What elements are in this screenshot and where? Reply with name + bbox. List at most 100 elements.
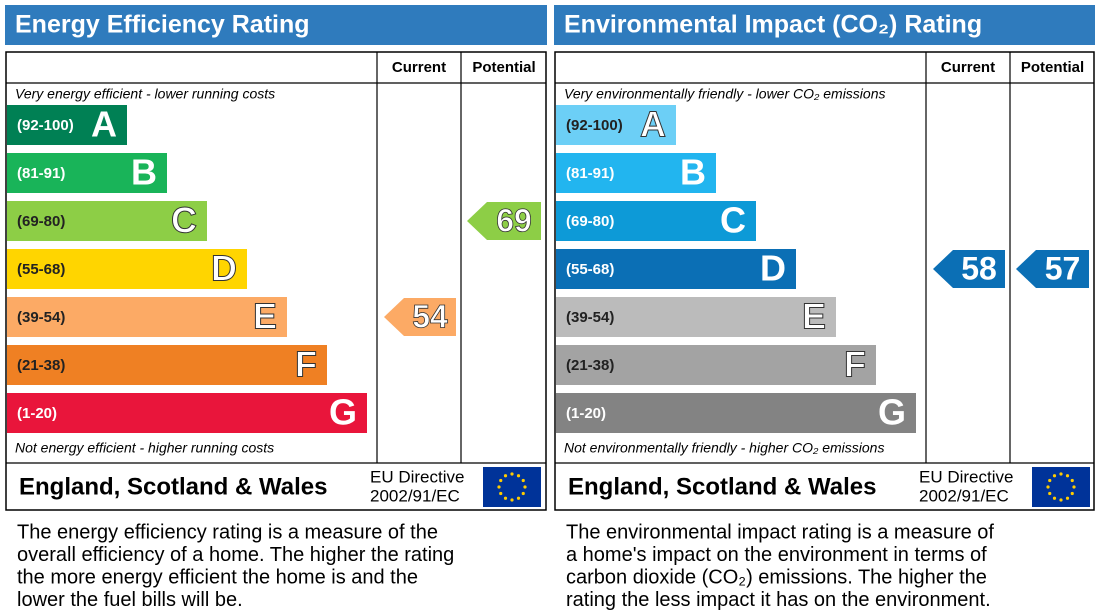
header-current: Current <box>941 59 995 76</box>
eu-star <box>521 491 525 496</box>
bottom-note: Not energy efficient - higher running co… <box>15 440 274 456</box>
rating-value: 58 <box>961 250 997 286</box>
band-range: (1-20) <box>566 405 606 422</box>
top-note: Very energy efficient - lower running co… <box>15 86 275 102</box>
footer-region: England, Scotland & Wales <box>568 473 876 500</box>
band-range: (21-38) <box>17 357 65 374</box>
band-range: (92-100) <box>17 117 74 134</box>
table-frame <box>554 51 1095 511</box>
footer-directive: 2002/91/EC <box>919 486 1009 505</box>
eu-star <box>1059 472 1063 476</box>
eu-star <box>510 472 514 476</box>
eu-star <box>1065 474 1070 478</box>
band-letter: G <box>878 392 906 433</box>
band-letter: F <box>844 344 866 385</box>
rating-band <box>556 153 716 193</box>
description-line: The environmental impact rating is a mea… <box>566 521 994 543</box>
rating-band <box>7 201 207 241</box>
rating-band <box>556 105 676 145</box>
footer-directive: EU Directive <box>919 467 1013 486</box>
band-range: (69-80) <box>566 213 614 230</box>
band-range: (1-20) <box>17 405 57 422</box>
panel-title: Energy Efficiency Rating <box>15 11 310 39</box>
rating-band <box>7 393 367 433</box>
rating-arrow <box>467 202 541 240</box>
rating-arrow <box>933 250 1005 288</box>
rating-arrow <box>1016 250 1089 288</box>
eu-star <box>1070 491 1074 496</box>
header-potential: Potential <box>1021 59 1084 76</box>
eu-star <box>1052 496 1057 500</box>
eu-star <box>1070 478 1074 483</box>
rating-band <box>7 249 247 289</box>
description-line: the more energy efficient the home is an… <box>17 566 418 588</box>
eu-star <box>523 485 527 489</box>
header-current: Current <box>392 59 446 76</box>
band-letter: B <box>131 152 157 193</box>
rating-band <box>7 105 127 145</box>
band-range: (81-91) <box>566 165 614 182</box>
top-note: Very environmentally friendly - lower CO… <box>564 86 885 102</box>
band-letter: A <box>640 104 666 145</box>
band-range: (92-100) <box>566 117 623 134</box>
band-range: (55-68) <box>566 261 614 278</box>
band-range: (81-91) <box>17 165 65 182</box>
band-letter: E <box>253 296 277 337</box>
rating-value: 69 <box>496 202 532 238</box>
eu-star <box>497 485 501 489</box>
bottom-note: Not environmentally friendly - higher CO… <box>564 440 884 456</box>
band-letter: C <box>720 200 746 241</box>
eu-star <box>1052 474 1057 478</box>
header-potential: Potential <box>472 59 535 76</box>
footer-directive: 2002/91/EC <box>370 486 460 505</box>
rating-band <box>556 297 836 337</box>
rating-value: 57 <box>1045 250 1081 286</box>
eu-star <box>503 474 508 478</box>
band-letter: F <box>295 344 317 385</box>
band-letter: D <box>760 248 786 289</box>
eu-star <box>521 478 525 483</box>
eu-star <box>1048 478 1052 483</box>
band-range: (69-80) <box>17 213 65 230</box>
eu-star <box>516 496 521 500</box>
description-line: rating the less impact it has on the env… <box>566 589 991 611</box>
rating-arrow <box>384 298 456 336</box>
rating-band <box>7 153 167 193</box>
eu-star <box>1065 496 1070 500</box>
rating-value: 54 <box>412 298 448 334</box>
title-bar <box>554 5 1095 45</box>
description-line: The energy efficiency rating is a measur… <box>17 521 438 543</box>
band-range: (21-38) <box>566 357 614 374</box>
band-letter: D <box>211 248 237 289</box>
eu-star <box>499 491 503 496</box>
eu-star <box>1059 498 1063 502</box>
band-range: (39-54) <box>566 309 614 326</box>
band-letter: A <box>91 104 117 145</box>
footer-region: England, Scotland & Wales <box>19 473 327 500</box>
rating-band <box>556 249 796 289</box>
eu-star <box>516 474 521 478</box>
rating-band <box>556 345 876 385</box>
rating-band <box>7 345 327 385</box>
band-range: (39-54) <box>17 309 65 326</box>
rating-band <box>556 201 756 241</box>
band-letter: G <box>329 392 357 433</box>
panel-title: Environmental Impact (CO₂) Rating <box>564 11 982 39</box>
eu-star <box>499 478 503 483</box>
eu-star <box>503 496 508 500</box>
band-letter: E <box>802 296 826 337</box>
band-letter: B <box>680 152 706 193</box>
description-line: carbon dioxide (CO₂) emissions. The high… <box>566 566 987 588</box>
eu-star <box>1072 485 1076 489</box>
description-line: lower the fuel bills will be. <box>17 589 243 611</box>
title-bar <box>5 5 547 45</box>
table-frame <box>5 51 547 511</box>
description-line: overall efficiency of a home. The higher… <box>17 544 454 566</box>
description-line: a home's impact on the environment in te… <box>566 544 987 566</box>
eu-star <box>1046 485 1050 489</box>
eu-star <box>1048 491 1052 496</box>
rating-band <box>556 393 916 433</box>
footer-directive: EU Directive <box>370 467 464 486</box>
